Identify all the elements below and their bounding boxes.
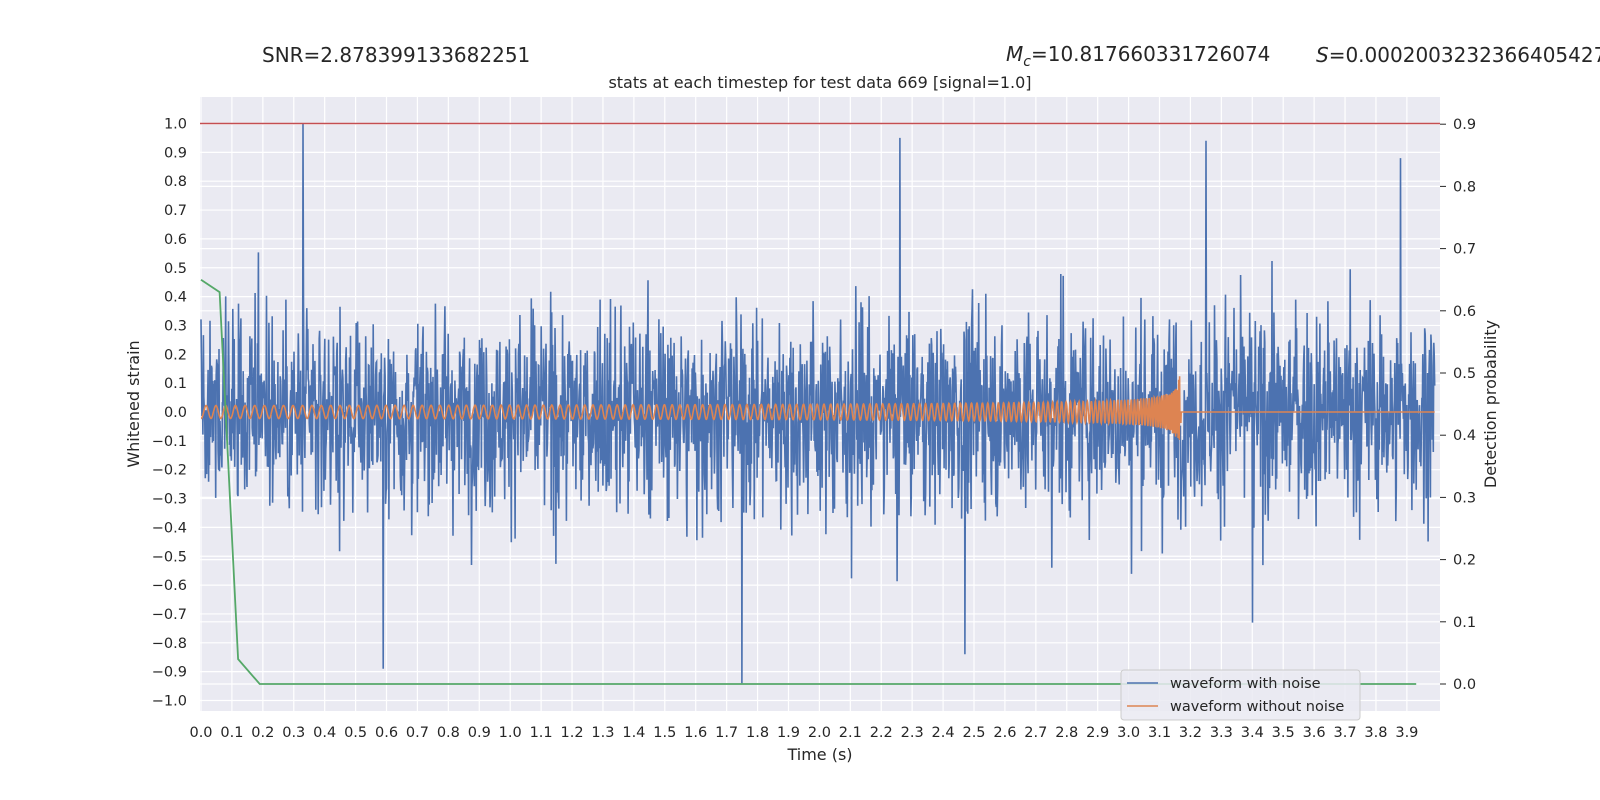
- y-axis-label: Whitened strain: [124, 340, 143, 467]
- y2-tick-label: 0.4: [1453, 428, 1476, 444]
- y-tick-label: 0.9: [164, 145, 187, 161]
- x-tick-label: 3.3: [1210, 725, 1233, 741]
- x-tick-label: 2.3: [901, 725, 924, 741]
- y2-tick-label: 0.7: [1453, 242, 1476, 258]
- x-tick-label: 1.9: [777, 725, 800, 741]
- y2-tick-label: 0.1: [1453, 615, 1476, 631]
- x-tick-label: 0.0: [189, 725, 212, 741]
- x-tick-label: 2.0: [808, 725, 831, 741]
- legend-label-noise: waveform with noise: [1170, 676, 1321, 692]
- x-tick-label: 3.4: [1241, 725, 1264, 741]
- y-tick-label: 0.0: [164, 405, 187, 421]
- x-tick-label: 2.2: [870, 725, 893, 741]
- spin-header: S=0.00020032323664054275: [1316, 43, 1600, 67]
- chart-title: stats at each timestep for test data 669…: [608, 73, 1031, 92]
- x-tick-label: 2.4: [932, 725, 955, 741]
- x-tick-label: 2.8: [1055, 725, 1078, 741]
- legend: waveform with noise waveform without noi…: [1120, 669, 1361, 721]
- y-tick-label: −0.6: [152, 578, 187, 594]
- x-tick-label: 3.8: [1364, 725, 1387, 741]
- x-tick-label: 2.5: [962, 725, 985, 741]
- chirp-mass-value: =10.817660331726074: [1031, 42, 1270, 66]
- y2-tick-label: 0.9: [1453, 117, 1476, 133]
- x-tick-label: 1.2: [561, 725, 584, 741]
- y2-tick-labels: 0.9 0.8 0.7 0.6 0.5 0.4 0.3 0.2 0.1 0.0: [1453, 117, 1476, 693]
- y-tick-label: 0.7: [164, 203, 187, 219]
- y-tick-label: −0.1: [152, 434, 187, 450]
- x-tick-label: 1.1: [530, 725, 553, 741]
- legend-box: [1120, 669, 1361, 721]
- x-tick-label: 1.6: [684, 725, 707, 741]
- chirp-mass-subscript: c: [1023, 54, 1031, 70]
- x-tick-label: 0.9: [468, 725, 491, 741]
- chirp-mass-symbol: M: [1006, 42, 1023, 66]
- x-tick-label: 0.8: [437, 725, 460, 741]
- y-tick-label: 0.3: [164, 318, 187, 334]
- y-tick-label: 0.1: [164, 376, 187, 392]
- x-tick-label: 1.8: [746, 725, 769, 741]
- y2-tick-label: 0.8: [1453, 179, 1476, 195]
- chirp-mass-header: Mc=10.817660331726074: [1006, 42, 1270, 70]
- x-tick-label: 2.9: [1086, 725, 1109, 741]
- x-tick-label: 0.6: [375, 725, 398, 741]
- waveform-without-noise-line: [200, 376, 1435, 440]
- x-tick-label: 3.5: [1272, 725, 1295, 741]
- y-tick-label: 0.2: [164, 347, 187, 363]
- x-tick-label: 3.7: [1334, 725, 1357, 741]
- x-tick-label: 1.5: [653, 725, 676, 741]
- y-tick-label: −1.0: [152, 694, 187, 710]
- y-tick-label: 0.4: [164, 290, 187, 306]
- y-tick-label: −0.9: [152, 665, 187, 681]
- y-tick-labels: 1.0 0.9 0.8 0.7 0.6 0.5 0.4 0.3 0.2 0.1 0.0 −0.1 −0.…: [152, 117, 187, 710]
- y2-tick-label: 0.2: [1453, 553, 1476, 569]
- x-tick-label: 0.4: [313, 725, 336, 741]
- y-tick-label: −0.7: [152, 607, 187, 623]
- x-tick-label: 3.9: [1395, 725, 1418, 741]
- y-tick-label: 0.5: [164, 261, 187, 277]
- y2-tick-label: 0.5: [1453, 366, 1476, 382]
- y-tick-label: −0.8: [152, 636, 187, 652]
- y-gridlines: [200, 122, 1440, 702]
- x-tick-label: 2.1: [839, 725, 862, 741]
- x-tick-labels: 0.0 0.1 0.2 0.3 0.4 0.5 0.6 0.7 0.8 0.9 1.0 1.1 1.2 1…: [189, 725, 1418, 741]
- snr-header: SNR=2.878399133682251: [262, 43, 530, 67]
- x-axis-label: Time (s): [786, 745, 852, 764]
- y2-tick-label: 0.3: [1453, 490, 1476, 506]
- x-tick-label: 0.5: [344, 725, 367, 741]
- y-tick-label: −0.4: [152, 520, 187, 536]
- x-tick-label: 0.3: [282, 725, 305, 741]
- plot-series: [200, 122, 1440, 685]
- legend-label-clean: waveform without noise: [1170, 699, 1344, 715]
- y2-axis-label: Detection probability: [1481, 320, 1500, 488]
- x-tick-label: 3.6: [1303, 725, 1326, 741]
- x-tick-label: 1.3: [591, 725, 614, 741]
- x-tick-label: 3.2: [1179, 725, 1202, 741]
- x-tick-label: 3.0: [1117, 725, 1140, 741]
- y2-tick-label: 0.6: [1453, 304, 1476, 320]
- y-tick-label: 0.6: [164, 232, 187, 248]
- x-tick-label: 1.4: [622, 725, 645, 741]
- x-tick-label: 2.7: [1024, 725, 1047, 741]
- y-tick-label: −0.5: [152, 549, 187, 565]
- x-tick-label: 0.7: [406, 725, 429, 741]
- x-tick-label: 2.6: [993, 725, 1016, 741]
- x-tick-label: 3.1: [1148, 725, 1171, 741]
- y-tick-label: 0.8: [164, 174, 187, 190]
- y-tick-label: −0.3: [152, 492, 187, 508]
- y-tick-label: −0.2: [152, 463, 187, 479]
- y-tick-label: 1.0: [164, 117, 187, 133]
- x-tick-label: 1.7: [715, 725, 738, 741]
- detection-probability-line: [200, 278, 1417, 685]
- spin-value: =0.00020032323664054275: [1329, 43, 1600, 67]
- x-tick-label: 1.0: [499, 725, 522, 741]
- x-tick-label: 0.1: [220, 725, 243, 741]
- x-tick-label: 0.2: [251, 725, 274, 741]
- spin-symbol: S: [1316, 43, 1329, 67]
- waveform-with-noise-line: [200, 123, 1436, 684]
- y2-tick-label: 0.0: [1453, 677, 1476, 693]
